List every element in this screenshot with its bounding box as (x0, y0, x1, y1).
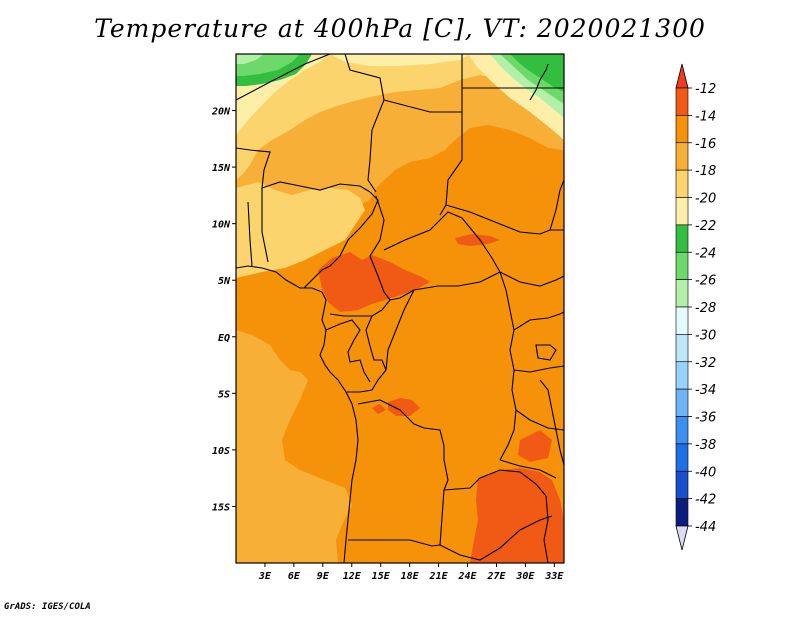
contour-minus12-west (372, 404, 386, 414)
contour-minus20-top (330, 54, 470, 66)
lon-tick-label: 24E (457, 571, 477, 582)
lon-tick-label: 21E (429, 571, 449, 582)
colorbar-swatch (675, 443, 689, 472)
lat-tick-label: 20N (211, 107, 231, 118)
colorbar-swatch (675, 306, 689, 335)
lon-tick-label: 30E (515, 571, 535, 582)
lat-tick-label: 10S (212, 446, 230, 457)
country-borders (236, 54, 564, 563)
lon-tick-label: 27E (486, 571, 506, 582)
lat-tick-label: 15N (212, 163, 231, 174)
colorbar-swatch (675, 498, 689, 527)
lat-tick-label: 5S (218, 389, 230, 400)
contour-minus12-congo (388, 398, 420, 416)
lat-tick-label: 15S (212, 502, 230, 513)
contour-minus12-sudan (455, 234, 500, 246)
map-frame (235, 53, 565, 564)
lon-tick-label: 3E (258, 571, 272, 582)
lat-tick-label: 5N (218, 276, 231, 287)
lon-tick-label: 12E (343, 571, 362, 582)
colorbar-label: -42 (695, 493, 716, 508)
colorbar-swatch (675, 197, 689, 226)
colorbar-label: -32 (695, 356, 716, 371)
lat-tick-label: 10N (212, 220, 231, 231)
contour-minus26-ne (510, 54, 564, 92)
colorbar-label: -36 (695, 411, 716, 426)
colorbar-label: -18 (695, 164, 716, 179)
lon-tick-label: 33E (544, 571, 564, 582)
contour-minus18-north (236, 54, 564, 180)
lon-tick-label: 9E (317, 571, 330, 582)
lon-tick-label: 6E (288, 571, 301, 582)
colorbar-label: -34 (695, 383, 716, 398)
colorbar-swatch (675, 251, 689, 280)
contour-minus12-east (518, 430, 552, 462)
colorbar-label: -24 (695, 246, 716, 261)
colorbar-top-arrow (675, 63, 689, 89)
contour-minus18-west (236, 182, 365, 278)
contour-minus12-south (470, 468, 564, 563)
colorbar: -12 -14 -16 -18 -20 -22 -24 -26 -28 -30 -32 -34 -36 -… (675, 63, 716, 551)
colorbar-swatch (675, 334, 689, 363)
lat-tick-label: EQ (218, 333, 230, 344)
colorbar-label: -28 (695, 301, 716, 316)
contour-minus16-west (236, 330, 352, 563)
colorbar-label: -44 (695, 520, 716, 535)
colorbar-swatch (675, 224, 689, 253)
contour-minus26-nw (236, 54, 264, 64)
colorbar-label: -20 (695, 192, 716, 207)
colorbar-swatch (675, 388, 689, 417)
lon-tick-label: 15E (372, 571, 391, 582)
colorbar-swatch (675, 169, 689, 198)
colorbar-swatch (675, 115, 689, 144)
colorbar-label: -14 (695, 109, 716, 124)
colorbar-label: -38 (695, 438, 716, 453)
colorbar-label: -22 (695, 219, 716, 234)
contour-minus12-cameroon (318, 252, 430, 312)
colorbar-label: -26 (695, 274, 716, 289)
colorbar-bottom-arrow (675, 525, 689, 551)
colorbar-swatch (675, 87, 689, 116)
map-title: Temperature at 400hPa [C], VT: 202002130… (94, 14, 706, 43)
colorbar-swatch (675, 279, 689, 308)
colorbar-swatch (675, 142, 689, 171)
temperature-field (236, 54, 564, 563)
lon-tick-label: 18E (401, 571, 420, 582)
axis-ticks: 3E 6E 9E 12E 15E 18E 21E 24E 27E 30E 33E 20N 15N 10N 5… (211, 107, 564, 582)
colorbar-label: -30 (695, 328, 716, 343)
colorbar-swatch (675, 470, 689, 499)
colorbar-label: -16 (695, 137, 716, 152)
colorbar-label: -40 (695, 465, 716, 480)
colorbar-swatch (675, 361, 689, 390)
colorbar-label: -12 (695, 82, 716, 97)
grads-credit: GrADS: IGES/COLA (4, 602, 91, 612)
colorbar-swatch (675, 416, 689, 445)
